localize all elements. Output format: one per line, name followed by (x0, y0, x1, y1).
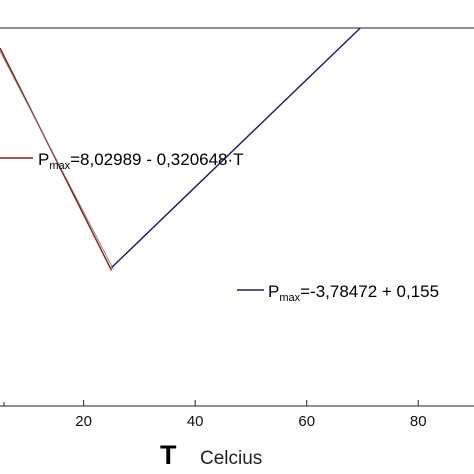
legend-entry-2: Pmax=-3,78472 + 0,155 (237, 282, 439, 304)
series-line-1 (0, 47, 113, 271)
x-tick-label-20: 20 (75, 413, 92, 430)
x-tick-label-80: 80 (410, 413, 427, 430)
x-axis-unit: Celcius (200, 448, 262, 469)
legend-equation-1-rest: =8,02989 - 0,320648·T (70, 150, 243, 169)
x-tick-label-60: 60 (298, 413, 315, 430)
x-tick-labels: 20 40 60 80 (75, 413, 426, 430)
x-axis-symbol: T (160, 440, 177, 470)
legend-equation-2-prefix: P (268, 282, 279, 301)
legend-equation-2: Pmax=-3,78472 + 0,155 (268, 282, 439, 304)
legend-equation-1: Pmax=8,02989 - 0,320648·T (38, 150, 244, 172)
series-line-2 (111, 28, 362, 269)
series-lines (0, 28, 362, 271)
legend-equation-2-rest: =-3,78472 + 0,155 (300, 282, 439, 301)
x-ticks (3, 400, 419, 406)
legend-equation-1-sub: max (49, 160, 70, 172)
series-line-1-fit (0, 50, 114, 270)
legend-equation-1-prefix: P (38, 150, 49, 169)
legend-entry-1: Pmax=8,02989 - 0,320648·T (0, 150, 244, 172)
x-tick-label-40: 40 (187, 413, 204, 430)
legend-equation-2-sub: max (279, 292, 300, 304)
